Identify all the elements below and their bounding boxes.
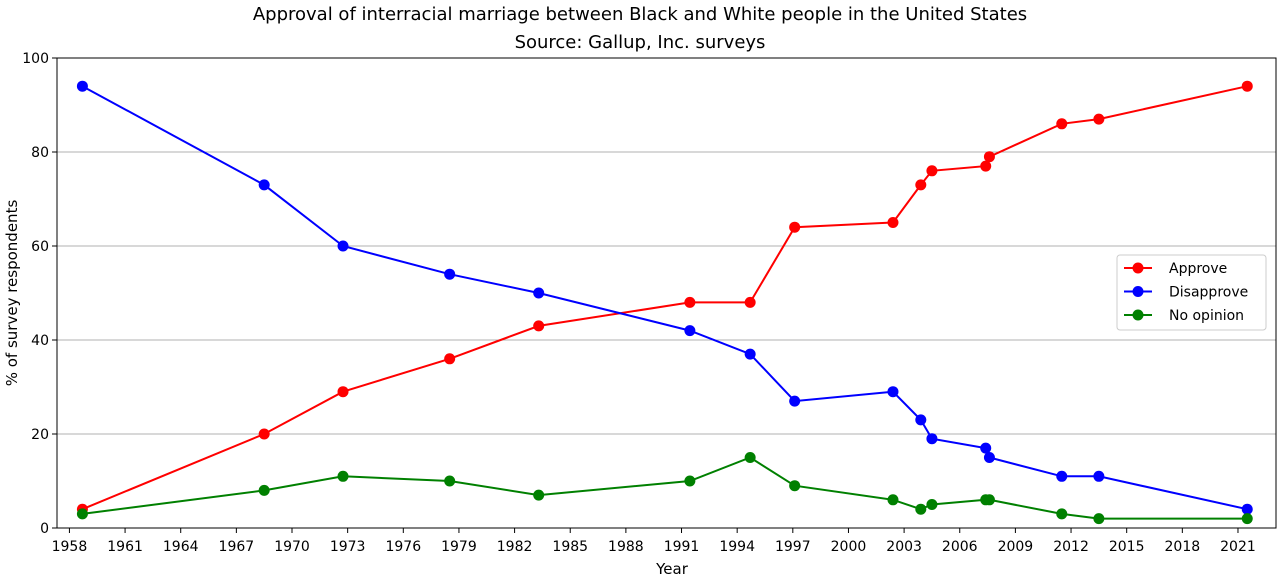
data-point <box>915 414 927 426</box>
x-tick-label: 2009 <box>998 539 1034 555</box>
x-tick-label: 2012 <box>1053 539 1089 555</box>
legend-label: Disapprove <box>1169 285 1248 301</box>
data-point <box>983 151 995 163</box>
data-point <box>887 494 899 506</box>
y-tick-label: 80 <box>31 145 49 161</box>
series-approve <box>76 80 1253 515</box>
data-point <box>789 395 801 407</box>
data-point <box>744 348 756 360</box>
plot-frame <box>56 57 1277 529</box>
data-point <box>1056 470 1068 482</box>
data-point <box>337 386 349 398</box>
x-tick-label: 1982 <box>497 539 533 555</box>
x-tick-label: 1973 <box>330 539 366 555</box>
data-point <box>980 442 992 454</box>
x-tick-label: 1994 <box>719 539 755 555</box>
y-tick-label: 60 <box>31 239 49 255</box>
legend-label: No opinion <box>1169 308 1244 324</box>
data-point <box>533 287 545 299</box>
legend-marker <box>1132 262 1144 274</box>
data-point <box>1241 503 1253 515</box>
data-point <box>1093 513 1105 525</box>
data-point <box>533 489 545 501</box>
data-point <box>744 452 756 463</box>
data-point <box>983 494 995 506</box>
x-tick-label: 2000 <box>831 539 867 555</box>
x-tick-label: 1964 <box>163 539 199 555</box>
data-point <box>684 475 696 487</box>
y-axis: 0 20 40 60 80 100 <box>22 51 57 537</box>
legend-marker <box>1132 286 1144 297</box>
data-point <box>337 240 349 252</box>
data-point <box>533 320 545 332</box>
data-point <box>444 268 456 280</box>
x-tick-label: 1997 <box>775 539 811 555</box>
x-axis: 1958 1961 1964 1967 1970 1973 1976 1979 1982 1985… <box>52 528 1256 555</box>
series-group <box>76 80 1253 525</box>
data-point <box>258 428 270 440</box>
data-point <box>1241 513 1253 525</box>
data-point <box>1093 113 1105 125</box>
data-point <box>980 160 992 172</box>
data-point <box>258 179 270 191</box>
x-tick-label: 1958 <box>52 539 88 555</box>
data-point <box>926 433 938 445</box>
data-point <box>887 386 899 398</box>
data-point <box>744 296 756 308</box>
x-tick-label: 2018 <box>1165 539 1201 555</box>
data-point <box>76 80 88 92</box>
data-point <box>983 452 995 463</box>
data-point <box>789 480 801 492</box>
series-line <box>82 85 1248 511</box>
data-point <box>684 325 696 337</box>
series-line <box>82 456 1248 520</box>
legend-marker <box>1132 309 1144 321</box>
x-tick-label: 2021 <box>1220 539 1256 555</box>
x-tick-label: 1988 <box>608 539 644 555</box>
x-tick-label: 2003 <box>886 539 922 555</box>
data-point <box>337 470 349 482</box>
data-point <box>1056 508 1068 520</box>
data-point <box>1056 118 1068 130</box>
x-tick-label: 1961 <box>107 539 143 555</box>
x-tick-label: 1970 <box>274 539 310 555</box>
data-point <box>915 503 927 515</box>
y-tick-label: 40 <box>31 333 49 349</box>
data-point <box>444 353 456 365</box>
legend: Approve Disapprove No opinion <box>1116 254 1267 331</box>
gridlines <box>57 151 1276 435</box>
data-point <box>789 221 801 233</box>
data-point <box>684 296 696 308</box>
series-line <box>81 85 1248 511</box>
y-axis-label: % of survey respondents <box>3 200 21 387</box>
x-tick-label: 1991 <box>664 539 700 555</box>
chart-title: Approval of interracial marriage between… <box>253 4 1027 25</box>
data-point <box>76 508 88 520</box>
y-tick-label: 0 <box>40 521 49 537</box>
data-point <box>926 499 938 510</box>
data-point <box>887 217 899 228</box>
y-tick-label: 100 <box>22 51 49 67</box>
legend-box <box>1116 254 1267 331</box>
x-tick-label: 1979 <box>441 539 477 555</box>
x-tick-label: 1976 <box>385 539 421 555</box>
data-point <box>258 484 270 496</box>
data-point <box>1241 80 1253 92</box>
x-tick-label: 2015 <box>1109 539 1145 555</box>
chart-subtitle: Source: Gallup, Inc. surveys <box>515 32 766 53</box>
series-no-opinion <box>76 452 1253 525</box>
series-disapprove <box>76 80 1253 515</box>
data-point <box>1093 470 1105 482</box>
x-axis-label: Year <box>655 560 689 578</box>
data-point <box>915 179 927 191</box>
x-tick-label: 1985 <box>552 539 588 555</box>
y-tick-label: 20 <box>31 427 49 443</box>
legend-label: Approve <box>1169 261 1227 277</box>
x-tick-label: 2006 <box>942 539 978 555</box>
data-point <box>444 475 456 487</box>
x-tick-label: 1967 <box>219 539 255 555</box>
data-point <box>926 165 938 177</box>
